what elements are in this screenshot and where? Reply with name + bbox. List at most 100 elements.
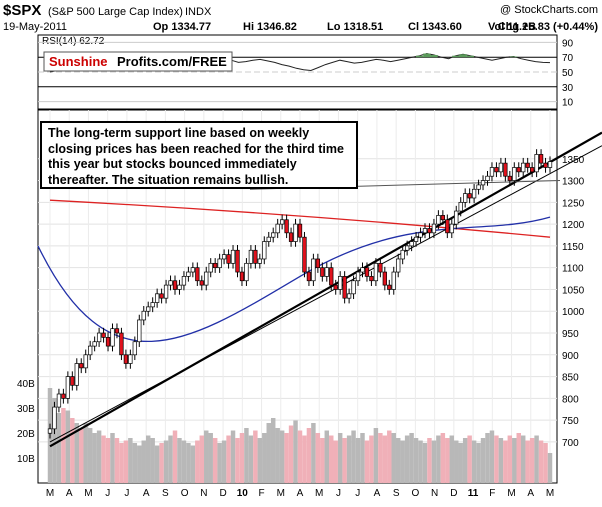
candle-body bbox=[387, 284, 392, 290]
volume-bar bbox=[364, 440, 370, 483]
candle-body bbox=[413, 236, 419, 242]
volume-bar bbox=[400, 440, 405, 483]
volume-bar bbox=[137, 445, 142, 483]
x-tick-label: A bbox=[297, 488, 304, 499]
volume-bar bbox=[70, 418, 75, 483]
volume-bar bbox=[342, 438, 347, 483]
volume-bar bbox=[244, 428, 249, 483]
rsi-overbought-fill bbox=[510, 56, 518, 58]
candle-body bbox=[110, 328, 115, 347]
candle-body bbox=[364, 267, 370, 277]
rsi-tick-label: 50 bbox=[562, 68, 574, 79]
volume-bar bbox=[369, 435, 374, 483]
candle-body bbox=[436, 215, 441, 225]
price-tick-label: 1300 bbox=[562, 177, 585, 188]
volume-bar bbox=[190, 445, 196, 483]
volume-bar bbox=[186, 443, 191, 483]
volume-bar bbox=[226, 435, 231, 483]
candle-body bbox=[503, 162, 508, 177]
candle-body bbox=[47, 428, 53, 434]
volume-bar bbox=[306, 428, 312, 483]
candle-body bbox=[195, 267, 200, 282]
rsi-overbought-fill bbox=[415, 55, 424, 58]
volume-bar bbox=[83, 423, 88, 483]
candle-body bbox=[338, 276, 343, 290]
price-tick-label: 750 bbox=[562, 416, 579, 427]
x-tick-label: M bbox=[84, 488, 92, 499]
x-tick-label: S bbox=[162, 488, 169, 499]
candle-body bbox=[409, 241, 414, 247]
index-name: (S&P 500 Large Cap Index) bbox=[48, 6, 183, 18]
volume-bar bbox=[145, 435, 151, 483]
volume-bar bbox=[150, 438, 155, 483]
candle-body bbox=[427, 228, 432, 234]
candle-body bbox=[257, 258, 262, 264]
candle-body bbox=[534, 154, 539, 173]
candle-body bbox=[538, 154, 544, 164]
rsi-overbought-fill bbox=[423, 53, 431, 58]
volume-bar bbox=[177, 438, 182, 483]
volume-bar bbox=[360, 433, 365, 483]
volume-bar bbox=[297, 430, 303, 483]
candle-body bbox=[400, 249, 405, 260]
candle-body bbox=[498, 162, 504, 173]
x-tick-label: F bbox=[258, 488, 264, 499]
candle-body bbox=[485, 175, 490, 181]
candle-body bbox=[471, 188, 477, 199]
candle-body bbox=[150, 302, 155, 308]
candle-body bbox=[70, 376, 75, 386]
volume-bar bbox=[128, 438, 133, 483]
candle-body bbox=[101, 332, 106, 338]
candle-body bbox=[221, 254, 227, 260]
candle-body bbox=[547, 161, 553, 168]
candle-body bbox=[494, 167, 499, 173]
symbol: $SPX bbox=[3, 2, 41, 19]
candle-body bbox=[56, 393, 62, 408]
volume-bar bbox=[512, 438, 517, 483]
annotation-box: The long-term support line based on week… bbox=[40, 121, 358, 189]
volume-bar bbox=[462, 438, 468, 483]
candle-body bbox=[418, 232, 423, 238]
candle-body bbox=[373, 262, 379, 282]
candle-body bbox=[302, 236, 307, 273]
volume-bar bbox=[74, 423, 80, 483]
volume-bar bbox=[333, 440, 338, 483]
volume-bar bbox=[257, 438, 263, 483]
volume-bar bbox=[275, 428, 280, 483]
volume-bar bbox=[235, 438, 240, 483]
candle-body bbox=[288, 232, 294, 242]
volume-bar bbox=[172, 430, 178, 483]
volume-bar bbox=[253, 430, 258, 483]
candle-body bbox=[239, 271, 245, 282]
volume-bar bbox=[96, 430, 102, 483]
volume-bar bbox=[516, 433, 521, 483]
candle-body bbox=[253, 249, 258, 264]
x-tick-label: 11 bbox=[468, 488, 479, 499]
volume-bar bbox=[547, 453, 553, 483]
volume-bar bbox=[413, 438, 419, 483]
candle-body bbox=[262, 241, 267, 260]
candle-body bbox=[378, 262, 383, 273]
candle-body bbox=[88, 345, 93, 356]
volume-bar bbox=[351, 430, 356, 483]
volume-bar bbox=[373, 428, 379, 483]
exchange: INDX bbox=[185, 6, 212, 18]
candle-body bbox=[128, 354, 133, 364]
volume-bar bbox=[311, 423, 316, 483]
x-tick-label: A bbox=[143, 488, 150, 499]
x-tick-label: J bbox=[355, 488, 360, 499]
rsi-tick-label: 10 bbox=[562, 98, 574, 109]
candle-body bbox=[137, 319, 142, 343]
volume-bar bbox=[168, 435, 173, 483]
volume-bar bbox=[284, 433, 289, 483]
volume-bar bbox=[110, 433, 115, 483]
volume-bar bbox=[427, 438, 432, 483]
candle-body bbox=[159, 293, 164, 299]
candle-body bbox=[463, 193, 468, 203]
candle-body bbox=[279, 219, 285, 225]
support-trendline-thin bbox=[49, 145, 602, 443]
candle-body bbox=[244, 262, 249, 282]
candle-body bbox=[489, 167, 495, 177]
volume-bar bbox=[288, 425, 294, 483]
